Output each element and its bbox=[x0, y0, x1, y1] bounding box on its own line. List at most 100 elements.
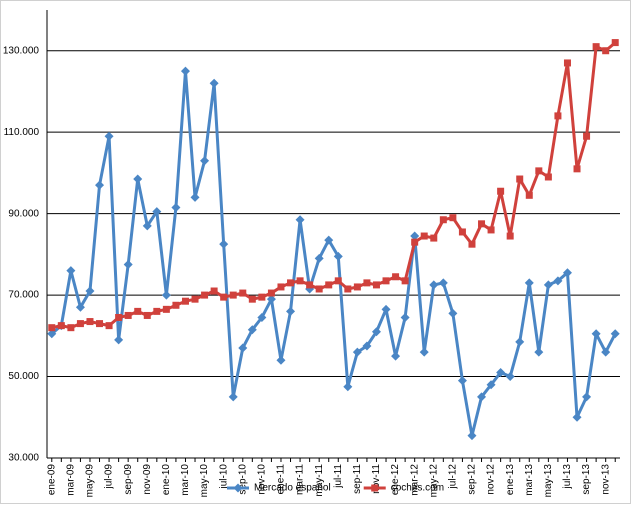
data-point bbox=[105, 322, 113, 330]
data-point bbox=[458, 228, 466, 236]
data-point bbox=[325, 281, 333, 289]
data-point bbox=[410, 231, 420, 241]
data-point bbox=[267, 289, 275, 297]
y-tick-label: 70.000 bbox=[8, 290, 39, 301]
data-point bbox=[477, 392, 487, 402]
data-point bbox=[219, 239, 229, 249]
data-point bbox=[553, 276, 563, 286]
data-point bbox=[610, 329, 620, 339]
data-point bbox=[95, 180, 105, 190]
data-point bbox=[343, 382, 353, 392]
legend-marker bbox=[233, 483, 243, 493]
x-tick-label: mar-10 bbox=[180, 464, 191, 496]
data-point bbox=[76, 320, 84, 328]
data-point bbox=[611, 39, 619, 47]
data-point bbox=[295, 215, 305, 225]
y-tick-label: 30.000 bbox=[8, 453, 39, 464]
x-tick-label: jul-10 bbox=[218, 464, 229, 490]
data-point bbox=[191, 295, 199, 303]
data-point bbox=[535, 167, 543, 175]
legend-label: Mercado español bbox=[254, 483, 331, 494]
data-point bbox=[381, 304, 391, 314]
data-point bbox=[468, 240, 476, 248]
data-point bbox=[296, 277, 304, 285]
x-tick-label: nov-11 bbox=[371, 464, 382, 494]
data-point bbox=[573, 165, 581, 173]
data-point bbox=[353, 283, 361, 291]
data-point bbox=[114, 335, 124, 345]
data-point bbox=[115, 313, 123, 321]
data-point bbox=[287, 279, 295, 287]
data-point bbox=[75, 302, 85, 312]
x-tick-label: may-10 bbox=[199, 464, 210, 498]
y-tick-label: 90.000 bbox=[8, 208, 39, 219]
data-point bbox=[592, 43, 600, 51]
x-tick-label: may-11 bbox=[314, 464, 325, 497]
data-point bbox=[57, 322, 65, 330]
data-point bbox=[439, 216, 447, 224]
x-tick-label: nov-12 bbox=[486, 464, 497, 495]
data-point bbox=[419, 347, 429, 357]
data-point bbox=[602, 47, 610, 55]
data-point bbox=[401, 277, 409, 285]
data-point bbox=[563, 59, 571, 67]
data-point bbox=[315, 285, 323, 293]
data-point bbox=[257, 312, 267, 322]
y-tick-label: 50.000 bbox=[8, 371, 39, 382]
data-point bbox=[562, 268, 572, 278]
data-point bbox=[209, 78, 219, 88]
data-point bbox=[248, 295, 256, 303]
x-tick-label: nov-10 bbox=[257, 464, 268, 495]
data-point bbox=[247, 325, 257, 335]
data-point bbox=[497, 187, 505, 195]
data-point bbox=[142, 221, 152, 231]
series-line bbox=[50, 69, 617, 438]
data-point bbox=[228, 392, 238, 402]
x-tick-label: nov-09 bbox=[142, 464, 153, 495]
data-point bbox=[487, 226, 495, 234]
data-point bbox=[266, 294, 276, 304]
data-point bbox=[486, 380, 496, 390]
data-point bbox=[534, 347, 544, 357]
data-point bbox=[516, 175, 524, 183]
data-point bbox=[411, 238, 419, 246]
data-point bbox=[48, 324, 56, 332]
data-point bbox=[449, 214, 457, 222]
data-point bbox=[382, 277, 390, 285]
x-tick-label: ene-09 bbox=[46, 464, 57, 496]
data-point bbox=[181, 297, 189, 305]
data-point bbox=[506, 232, 514, 240]
data-point bbox=[172, 301, 180, 309]
x-tick-label: may-09 bbox=[85, 464, 96, 498]
data-point bbox=[306, 281, 314, 289]
x-tick-label: sep-12 bbox=[467, 464, 478, 495]
x-tick-label: sep-13 bbox=[581, 464, 592, 495]
data-point bbox=[153, 307, 161, 315]
legend-marker bbox=[371, 484, 379, 492]
data-point bbox=[400, 312, 410, 322]
data-point bbox=[362, 341, 372, 351]
data-point bbox=[505, 372, 515, 382]
data-point bbox=[420, 232, 428, 240]
x-tick-label: jul-11 bbox=[333, 464, 344, 489]
data-point bbox=[333, 251, 343, 261]
data-point bbox=[152, 207, 162, 217]
data-point bbox=[591, 329, 601, 339]
data-point bbox=[430, 234, 438, 242]
data-point bbox=[85, 286, 95, 296]
x-tick-label: jul-13 bbox=[562, 464, 573, 490]
data-point bbox=[220, 293, 228, 301]
data-point bbox=[438, 278, 448, 288]
x-tick-label: nov-13 bbox=[600, 464, 611, 495]
data-point bbox=[324, 235, 334, 245]
data-point bbox=[429, 280, 439, 290]
x-tick-label: jul-12 bbox=[448, 464, 459, 490]
x-tick-label: ene-12 bbox=[390, 464, 401, 496]
data-point bbox=[286, 306, 296, 316]
data-point bbox=[392, 273, 400, 281]
x-tick-label: ene-13 bbox=[505, 464, 516, 496]
legend-label: coches.com bbox=[391, 483, 444, 494]
data-point bbox=[162, 305, 170, 313]
data-point bbox=[457, 376, 467, 386]
